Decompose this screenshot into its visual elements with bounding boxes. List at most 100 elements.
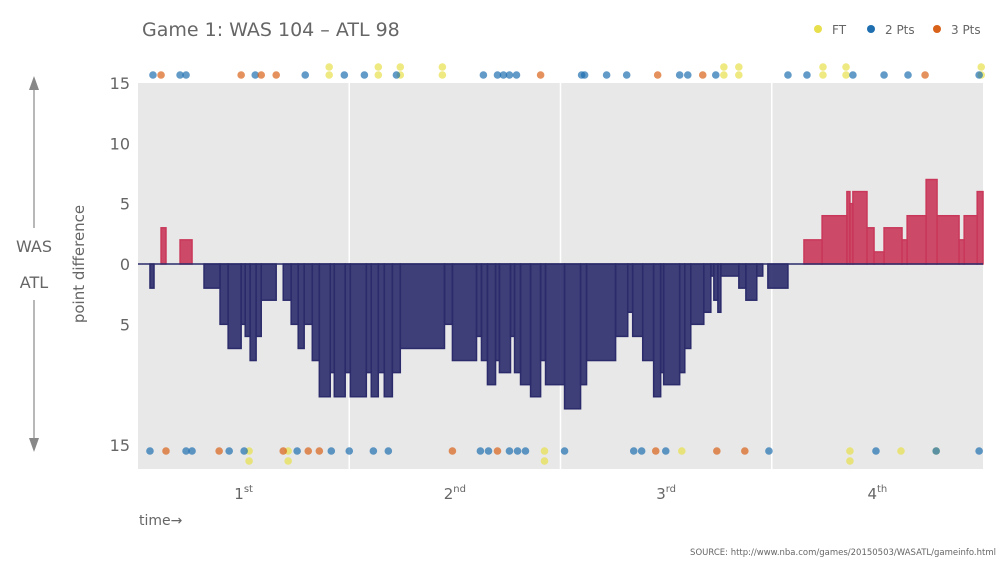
step-bar (906, 214, 927, 265)
score-dot (505, 447, 514, 455)
quarter-label: 1st (234, 484, 253, 503)
step-bar (901, 239, 908, 265)
score-dot (651, 447, 660, 455)
score-dot (735, 71, 743, 79)
score-dot (374, 63, 383, 71)
score-dot (396, 63, 405, 71)
down-arrow-head (29, 438, 39, 452)
score-dot (897, 447, 905, 455)
score-dot (157, 71, 165, 79)
score-dot (293, 447, 301, 455)
score-dot (741, 447, 749, 455)
step-bar (303, 263, 314, 326)
quarter-number: 3 (656, 485, 666, 503)
legend-swatch (933, 25, 941, 33)
score-dot (683, 71, 692, 79)
score-dot (720, 71, 728, 79)
step-bar (821, 214, 848, 265)
score-dot (325, 71, 333, 79)
quarter-number: 2 (444, 485, 454, 503)
score-dot (602, 71, 611, 79)
step-bar (738, 263, 747, 289)
step-bar (529, 263, 542, 398)
step-bar (149, 263, 155, 289)
score-dot (245, 457, 253, 465)
step-bar (690, 263, 705, 326)
step-bar (344, 263, 352, 374)
step-bar (803, 239, 823, 265)
y-tick-label: 5 (120, 195, 130, 214)
step-bar (925, 178, 938, 265)
score-dot (476, 447, 485, 455)
source-note: SOURCE: http://www.nba.com/games/2015050… (690, 548, 996, 558)
score-dot (327, 447, 336, 455)
step-bar (662, 263, 681, 386)
score-dot (932, 447, 940, 455)
score-dot (284, 457, 292, 465)
score-dot (819, 71, 827, 79)
legend-label: 2 Pts (885, 23, 915, 37)
score-dot (698, 71, 707, 79)
step-bar (311, 263, 321, 362)
step-bar (519, 263, 532, 386)
score-dot (846, 457, 854, 465)
score-dot (438, 71, 447, 79)
step-bar (219, 263, 229, 326)
score-dot (315, 447, 324, 455)
step-bar (383, 263, 394, 398)
step-bar (579, 263, 588, 386)
step-bar (767, 263, 789, 289)
score-dot (279, 447, 288, 455)
score-dot (975, 71, 983, 79)
step-bar (255, 263, 262, 338)
chart-title: Game 1: WAS 104 – ATL 98 (142, 19, 400, 41)
score-dot (188, 447, 196, 455)
score-dot (512, 71, 521, 79)
score-dot (325, 63, 333, 71)
legend-swatch (867, 25, 875, 33)
score-dot (225, 447, 233, 455)
score-dot (374, 71, 383, 79)
score-dot (975, 447, 983, 455)
score-dot (735, 63, 743, 71)
score-dot (479, 71, 488, 79)
score-dot (921, 71, 929, 79)
step-bar (678, 263, 686, 374)
score-dot (505, 71, 514, 79)
step-bar (160, 227, 167, 265)
score-dot (272, 71, 280, 79)
step-bar (958, 239, 965, 265)
step-bar (498, 263, 512, 374)
step-bar (585, 263, 617, 362)
score-dot (304, 447, 313, 455)
quarter-number: 4 (867, 485, 877, 503)
quarter-suffix: nd (453, 484, 466, 495)
score-dot (301, 71, 310, 79)
score-dot (540, 447, 549, 455)
score-dot (880, 71, 888, 79)
step-bar (179, 239, 193, 265)
score-dot (493, 71, 502, 79)
score-dot (499, 71, 508, 79)
score-dot (653, 71, 662, 79)
score-dot (842, 63, 850, 71)
score-dot (340, 71, 349, 79)
score-dot (637, 447, 646, 455)
step-bar (349, 263, 368, 398)
score-dot (345, 447, 354, 455)
step-bar (443, 263, 454, 326)
score-dot (849, 71, 857, 79)
score-dot (176, 71, 184, 79)
score-dot (720, 63, 728, 71)
y-tick-label: 0 (120, 255, 130, 274)
score-dot (448, 447, 457, 455)
step-bar (227, 263, 242, 350)
y-axis-label: point difference (70, 205, 88, 323)
step-bar (976, 190, 984, 265)
score-dot (536, 71, 545, 79)
legend-label: 3 Pts (951, 23, 981, 37)
step-bar (852, 190, 868, 265)
step-bar (756, 263, 764, 277)
score-dot (661, 447, 670, 455)
score-dot (713, 447, 721, 455)
